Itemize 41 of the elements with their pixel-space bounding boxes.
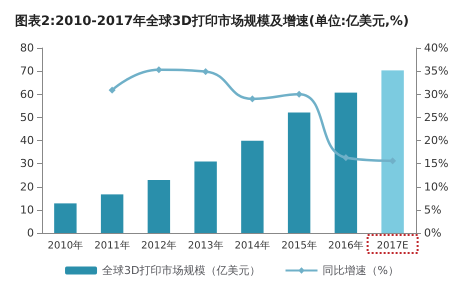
x-tick-label: 2017E [376,240,409,252]
bar [194,162,217,233]
bar [100,194,124,233]
bar [288,112,310,233]
y-tick-label: 0 [27,226,34,240]
y2-tick-label: 15% [424,157,448,170]
legend-label: 同比增速（%） [322,264,399,277]
point [296,90,303,98]
y-tick-label: 80 [20,42,34,54]
bar [334,92,358,233]
x-tick-label: 2012年 [141,240,177,252]
bar [241,140,264,233]
x-tick-label: 2011年 [94,240,130,252]
y-tick-label: 60 [20,88,34,101]
y2-tick-label: 0% [424,226,442,240]
bar [54,203,77,233]
y2-tick-label: 25% [424,110,448,124]
bar [381,70,404,233]
legend-label: 全球3D打印市场规模（亿美元） [102,264,261,277]
y2-tick-label: 30% [424,88,448,101]
bar [148,180,170,233]
y2-tick-label: 20% [424,134,448,147]
x-tick-label: 2016年 [328,240,364,252]
y-tick-label: 40 [20,134,34,147]
point [108,86,116,94]
chart-title: 图表2:2010-2017年全球3D打印市场规模及增速(单位:亿美元,%) [15,13,409,29]
y2-tick-label: 35% [424,64,448,78]
x-tick-label: 2013年 [188,240,224,252]
y2-tick-label: 5% [424,203,442,216]
x-tick-label: 2014年 [234,240,270,252]
point [342,154,350,162]
y-tick-label: 20 [20,180,34,194]
x-tick-label: 2015年 [281,240,317,252]
point [202,68,210,76]
y-tick-label: 70 [20,64,34,78]
y-tick-label: 10 [20,203,34,216]
y-tick-label: 30 [20,157,34,170]
y2-tick-label: 10% [424,180,448,194]
y-tick-label: 50 [20,110,34,124]
y2-tick-label: 40% [424,42,448,54]
x-tick-label: 2010年 [48,240,84,252]
